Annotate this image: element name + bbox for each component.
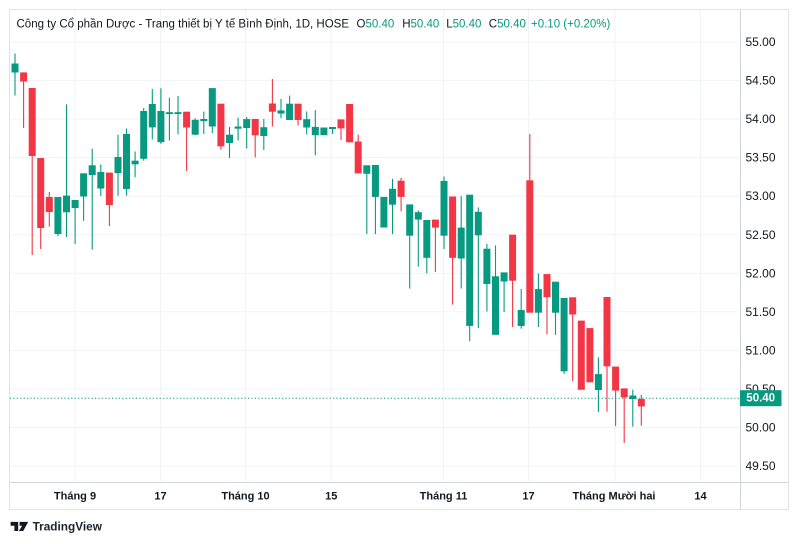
svg-text:17: 17	[154, 491, 166, 503]
svg-text:49.50: 49.50	[745, 459, 775, 473]
svg-text:54.50: 54.50	[745, 74, 775, 88]
svg-text:50.00: 50.00	[745, 421, 775, 435]
svg-text:55.00: 55.00	[745, 35, 775, 49]
svg-text:52.50: 52.50	[745, 228, 775, 242]
svg-text:Tháng Mười hai: Tháng Mười hai	[572, 491, 655, 503]
svg-text:51.50: 51.50	[745, 305, 775, 319]
svg-text:53.50: 53.50	[745, 151, 775, 165]
svg-text:53.00: 53.00	[745, 189, 775, 203]
svg-text:Tháng 10: Tháng 10	[221, 491, 269, 503]
svg-text:52.00: 52.00	[745, 266, 775, 280]
svg-text:17: 17	[522, 491, 534, 503]
svg-text:TradingView: TradingView	[33, 520, 103, 534]
svg-text:51.00: 51.00	[745, 343, 775, 357]
svg-text:Tháng 11: Tháng 11	[420, 491, 468, 503]
svg-text:14: 14	[694, 491, 707, 503]
svg-text:54.00: 54.00	[745, 112, 775, 126]
svg-text:Công ty Cổ phần Dược - Trang t: Công ty Cổ phần Dược - Trang thiết bị Y …	[17, 19, 611, 31]
svg-text:Tháng 9: Tháng 9	[54, 491, 96, 503]
svg-text:50.40: 50.40	[746, 393, 775, 405]
svg-text:15: 15	[325, 491, 337, 503]
